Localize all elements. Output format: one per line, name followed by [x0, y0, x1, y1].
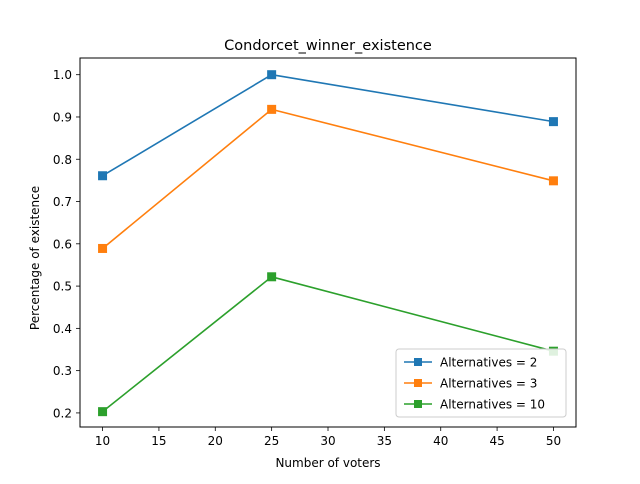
chart-title: Condorcet_winner_existence	[224, 38, 432, 54]
y-tick-label: 0.6	[53, 237, 72, 251]
x-tick-label: 45	[489, 434, 504, 448]
legend-label: Alternatives = 3	[440, 377, 537, 391]
series-group	[98, 70, 558, 181]
y-tick-label: 0.4	[53, 322, 72, 336]
y-tick-label: 0.2	[53, 406, 72, 420]
x-tick-label: 40	[433, 434, 448, 448]
legend-label: Alternatives = 10	[440, 398, 545, 412]
axis-ticks: 10 15 20 25 30 35 40 45 50 0.2 0.3 0.4 0.5 0.6 0.7 0.8 0…	[53, 68, 561, 448]
legend-box	[395, 348, 567, 418]
legend-item: Alternatives = 10	[404, 398, 545, 412]
y-axis-label: Percentage of existence	[28, 186, 42, 330]
data-point-marker	[548, 176, 558, 186]
plot-area-frame	[79, 57, 577, 428]
series-group	[98, 104, 558, 253]
legend-item: Alternatives = 3	[404, 377, 537, 391]
data-point-marker	[267, 104, 277, 114]
legend-label: Alternatives = 2	[440, 356, 537, 370]
data-point-marker	[98, 243, 108, 253]
x-tick-label: 20	[208, 434, 223, 448]
y-tick-label: 0.9	[53, 110, 72, 124]
y-tick-label: 0.8	[53, 153, 72, 167]
y-tick-label: 0.7	[53, 195, 72, 209]
x-axis-label: Number of voters	[275, 456, 380, 470]
data-point-marker	[98, 171, 108, 181]
x-tick-label: 35	[377, 434, 392, 448]
data-point-marker	[98, 407, 108, 417]
x-tick-label: 10	[95, 434, 110, 448]
legend: Alternatives = 2 Alternatives = 3 Alternat…	[395, 348, 567, 418]
series-layer	[98, 70, 558, 417]
x-tick-label: 30	[320, 434, 335, 448]
data-point-marker	[267, 70, 277, 80]
legend-marker-swatch	[414, 400, 422, 408]
x-tick-label: 50	[546, 434, 561, 448]
y-tick-label: 0.3	[53, 364, 72, 378]
y-tick-label: 1.0	[53, 68, 72, 82]
data-point-marker	[267, 272, 277, 282]
y-tick-label: 0.5	[53, 280, 72, 294]
legend-item: Alternatives = 2	[404, 356, 537, 370]
x-tick-label: 25	[264, 434, 279, 448]
legend-marker-swatch	[414, 358, 422, 366]
x-tick-label: 15	[151, 434, 166, 448]
data-point-marker	[548, 117, 558, 127]
legend-marker-swatch	[414, 379, 422, 387]
